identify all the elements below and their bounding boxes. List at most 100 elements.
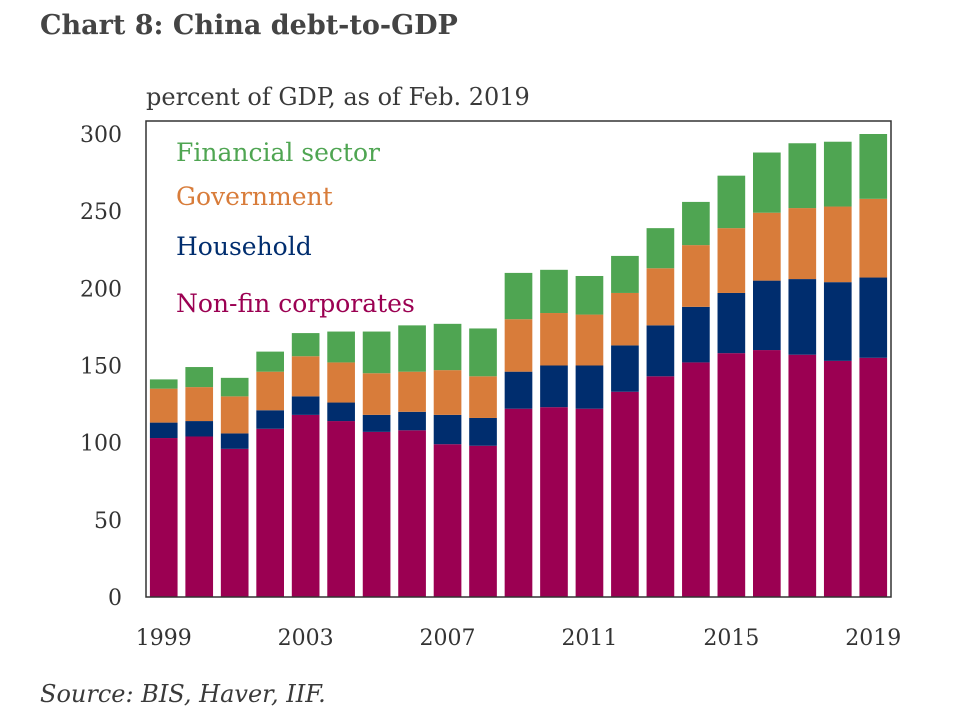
bar-1999-financial-sector <box>149 379 178 389</box>
x-tick-label: 1999 <box>136 626 192 651</box>
bar-1999-government <box>149 388 178 423</box>
bar-2004-non-fin-corporates <box>327 421 355 597</box>
bar-2003-financial-sector <box>291 333 320 357</box>
bar-2016-financial-sector <box>753 152 781 213</box>
bar-2009-household <box>504 371 533 409</box>
bar-2010-household <box>540 365 568 408</box>
bar-2005-financial-sector <box>362 331 391 374</box>
bar-2012-financial-sector <box>611 255 639 293</box>
bar-2001-government <box>220 396 249 434</box>
bar-2012-household <box>611 345 639 392</box>
bars-layer <box>149 134 888 597</box>
bar-2005-household <box>362 414 391 432</box>
bar-2014-government <box>682 245 710 307</box>
bar-2007-household <box>433 414 462 445</box>
bar-2016-government <box>753 212 781 281</box>
bar-2003-government <box>291 356 320 397</box>
y-tick-label: 200 <box>80 277 122 302</box>
bar-2011-government <box>575 314 604 366</box>
x-tick-label: 2007 <box>420 626 476 651</box>
bar-2006-government <box>398 371 426 412</box>
y-tick-label: 300 <box>80 123 122 148</box>
bar-2008-financial-sector <box>469 328 497 377</box>
bar-2011-non-fin-corporates <box>575 408 604 597</box>
legend-item-household: Household <box>176 232 312 261</box>
bar-2009-non-fin-corporates <box>504 408 533 597</box>
bar-2019-government <box>859 198 888 278</box>
bar-2007-non-fin-corporates <box>433 444 462 597</box>
y-tick-label: 150 <box>80 355 122 380</box>
bar-2010-financial-sector <box>540 269 568 314</box>
bar-2001-non-fin-corporates <box>220 448 249 597</box>
bar-2019-household <box>859 277 888 358</box>
bar-2006-non-fin-corporates <box>398 430 426 597</box>
bar-2012-non-fin-corporates <box>611 391 639 597</box>
bar-2013-non-fin-corporates <box>646 376 675 597</box>
bar-2004-household <box>327 402 355 422</box>
bar-2011-household <box>575 365 604 409</box>
plot-frame <box>145 120 892 598</box>
bar-2013-household <box>646 325 675 377</box>
bar-2004-financial-sector <box>327 331 355 363</box>
bar-2017-non-fin-corporates <box>788 354 817 597</box>
bar-2000-household <box>185 421 214 437</box>
y-axis: 0 50 100 150 200 250 300 <box>80 123 122 611</box>
bar-2010-non-fin-corporates <box>540 407 568 597</box>
bar-2008-household <box>469 417 497 446</box>
bar-2007-government <box>433 370 462 415</box>
bar-2000-financial-sector <box>185 367 214 388</box>
x-tick-label: 2015 <box>703 626 759 651</box>
bar-2004-government <box>327 362 355 403</box>
bar-2002-financial-sector <box>256 351 284 372</box>
bar-2007-financial-sector <box>433 323 462 371</box>
bar-2001-financial-sector <box>220 377 249 397</box>
bar-2013-government <box>646 268 675 326</box>
bar-2014-non-fin-corporates <box>682 362 710 597</box>
x-tick-label: 2011 <box>561 626 617 651</box>
y-tick-label: 0 <box>108 586 122 611</box>
chart-title: Chart 8: China debt-to-GDP <box>40 10 458 41</box>
legend-item-non-fin-corporates: Non-fin corporates <box>176 289 415 318</box>
bar-2009-government <box>504 319 533 372</box>
bar-2008-government <box>469 376 497 418</box>
bar-2014-household <box>682 306 710 363</box>
bar-2013-financial-sector <box>646 228 675 269</box>
bar-2012-government <box>611 292 639 346</box>
bar-2005-government <box>362 373 391 415</box>
bar-2002-non-fin-corporates <box>256 428 284 597</box>
bar-1999-household <box>149 422 178 439</box>
y-tick-label: 100 <box>80 432 122 457</box>
bar-2018-non-fin-corporates <box>823 360 852 597</box>
bar-2009-financial-sector <box>504 272 533 320</box>
bar-2006-household <box>398 411 426 431</box>
bar-2018-financial-sector <box>823 141 852 207</box>
legend-item-government: Government <box>176 182 333 211</box>
bar-2003-non-fin-corporates <box>291 414 320 597</box>
y-tick-label: 250 <box>80 200 122 225</box>
bar-2019-financial-sector <box>859 134 888 199</box>
bar-2010-government <box>540 313 568 366</box>
bar-2017-financial-sector <box>788 143 817 209</box>
bar-2000-government <box>185 387 214 422</box>
bar-2015-financial-sector <box>717 175 746 229</box>
bar-2016-non-fin-corporates <box>753 350 781 597</box>
legend: Financial sector Government Household Non-f… <box>176 138 415 318</box>
bar-2017-household <box>788 279 817 355</box>
bar-2003-household <box>291 396 320 415</box>
bar-2005-non-fin-corporates <box>362 431 391 597</box>
bar-2002-government <box>256 371 284 411</box>
y-tick-label: 50 <box>94 509 122 534</box>
bar-2018-government <box>823 206 852 283</box>
source-note: Source: BIS, Haver, IIF. <box>40 680 326 708</box>
bar-2006-financial-sector <box>398 325 426 372</box>
bar-1999-non-fin-corporates <box>149 438 178 597</box>
bar-2000-non-fin-corporates <box>185 436 214 597</box>
bar-2001-household <box>220 433 249 449</box>
bar-2002-household <box>256 410 284 429</box>
legend-item-financial-sector: Financial sector <box>176 138 380 167</box>
bar-2008-non-fin-corporates <box>469 445 497 597</box>
bar-2011-financial-sector <box>575 275 604 315</box>
bar-2015-household <box>717 292 746 354</box>
bar-2014-financial-sector <box>682 201 710 246</box>
